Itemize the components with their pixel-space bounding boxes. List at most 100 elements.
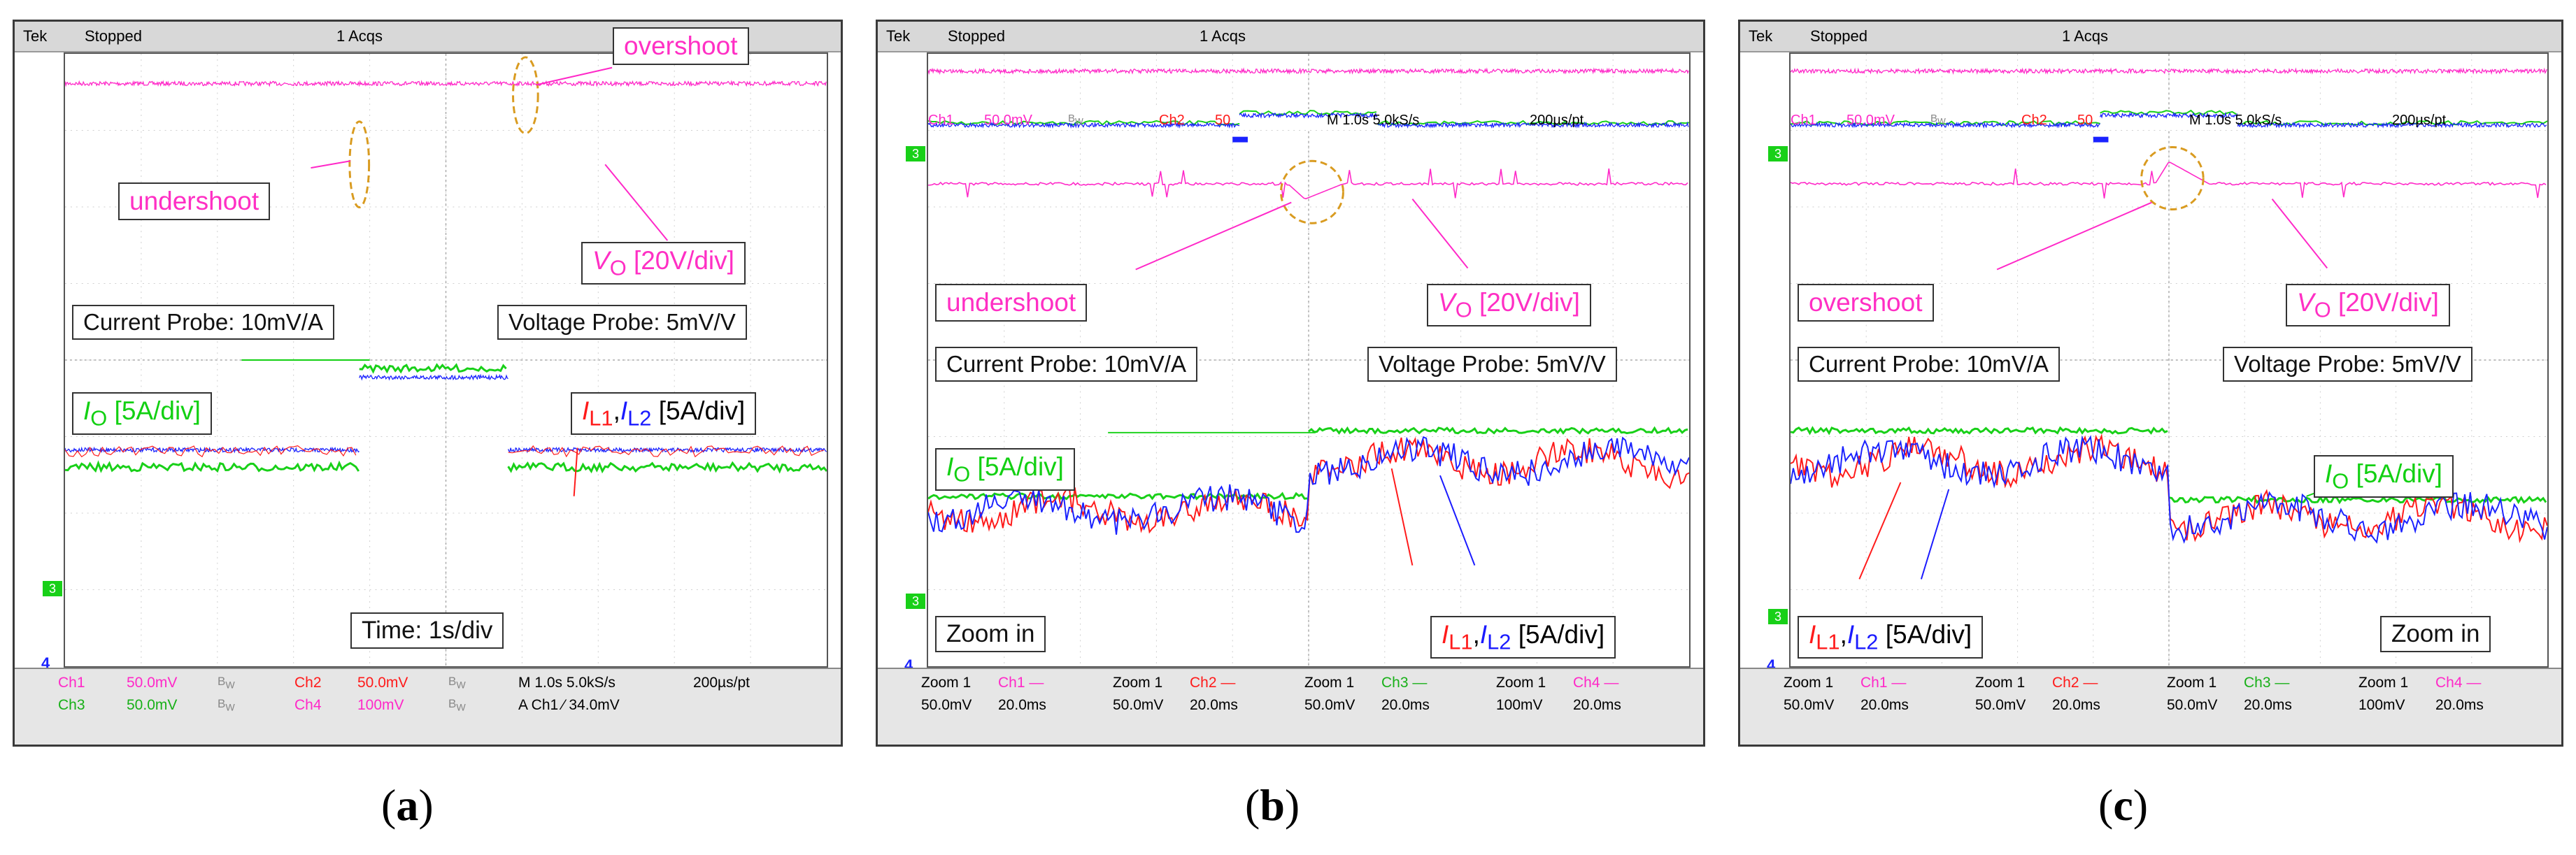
- scope-footer: Ch1 50.0mV BW Ch2 50.0mV BW M 1.0s 5.0kS…: [15, 668, 841, 745]
- footer-ch4-name: Ch4: [294, 697, 322, 713]
- overview-il2: [1377, 121, 1689, 129]
- footer-trigger: A Ch1 ∕ 34.0mV: [518, 697, 620, 713]
- zoom-footer-field: Ch4 —: [2435, 675, 2482, 691]
- mini-timebase: M 1.0s 5.0kS/s: [2189, 113, 2282, 128]
- undershoot-label: undershoot: [118, 182, 271, 220]
- il2-subscript: L2: [627, 405, 652, 431]
- footer-b-3: B: [218, 697, 226, 710]
- io-subscript: O: [90, 405, 108, 431]
- overview-vo: [1791, 67, 2547, 76]
- zoom-footer-field: 50.0mV: [2167, 697, 2218, 713]
- zoom-footer-field: Ch1 —: [998, 675, 1044, 691]
- mini-ch1: Ch1: [1791, 113, 1816, 128]
- undershoot-arrow: [311, 160, 351, 169]
- footer-ch2-name: Ch2: [294, 675, 322, 691]
- brand-label: Tek: [23, 27, 48, 45]
- zoom-footer-field: 100mV: [1496, 697, 1543, 713]
- il1-arrow: [1858, 482, 1902, 580]
- overview-il-high: [2100, 111, 2238, 119]
- overview-vo: [928, 67, 1689, 76]
- footer-bw-label-3: BW: [218, 697, 235, 713]
- footer-w-3: W: [225, 702, 235, 714]
- footer-ch4-scale: 100mV: [357, 697, 404, 713]
- acq-count: 1 Acqs: [1200, 27, 1246, 45]
- footer-record: 200µs/pt: [693, 675, 750, 691]
- scope-footer: Zoom 1 Ch1 — 50.0mV 20.0ms Zoom 1 Ch2 — 50.0mV…: [1740, 668, 2561, 745]
- io-label: IO [5A/div]: [935, 448, 1075, 491]
- acq-state: Stopped: [948, 27, 1005, 45]
- ch3-marker-zoom: 3: [1768, 609, 1788, 624]
- il2-zoom: [928, 436, 1689, 535]
- undershoot-label: undershoot: [935, 284, 1088, 322]
- footer-ch1-scale: 50.0mV: [127, 675, 178, 691]
- vo-symbol: V: [592, 246, 610, 275]
- scope-screen: [64, 52, 828, 668]
- il1-symbol: I: [582, 396, 590, 425]
- zoom-footer-field: Ch1 —: [1860, 675, 1907, 691]
- vo-arrow: [604, 164, 669, 241]
- zoom-footer-field: Zoom 1: [1975, 675, 2026, 691]
- footer-b-4: B: [448, 697, 457, 710]
- io-subscript: O: [2332, 468, 2349, 494]
- il-scale: [5A/div]: [1878, 620, 1972, 649]
- il-scale: [5A/div]: [651, 396, 746, 425]
- ch3-marker: 3: [43, 581, 62, 596]
- zoom-footer-field: Ch4 —: [1573, 675, 1619, 691]
- voltage-probe-label: Voltage Probe: 5mV/V: [497, 305, 747, 340]
- il2-symbol: I: [1479, 620, 1488, 649]
- il2-symbol: I: [620, 396, 628, 425]
- il-comma: ,: [1840, 620, 1847, 649]
- scope-header: Tek Stopped 1 Acqs: [1740, 22, 2561, 52]
- caption-c: (c): [2098, 780, 2149, 830]
- overview-io-low: [1791, 120, 2100, 127]
- vo-symbol: V: [1438, 288, 1456, 317]
- zoom-footer-field: 50.0mV: [1113, 697, 1164, 713]
- overview-il-high: [1239, 112, 1378, 120]
- vo-scale: [20V/div]: [626, 246, 734, 275]
- mini-b: B: [1068, 113, 1076, 124]
- acq-state: Stopped: [85, 27, 142, 45]
- waveform-plot: [928, 54, 1689, 666]
- zoom-footer-field: Zoom 1: [1113, 675, 1163, 691]
- vo-subscript: O: [1455, 297, 1472, 322]
- mini-ch2-scale: 50: [1215, 113, 1231, 128]
- footer-timebase: M 1.0s 5.0kS/s: [518, 675, 615, 691]
- brand-label: Tek: [1749, 27, 1773, 45]
- il-comma: ,: [1472, 620, 1480, 649]
- overview-il: [1791, 121, 2100, 129]
- acq-count: 1 Acqs: [2062, 27, 2109, 45]
- overview-bg: [1791, 109, 2547, 130]
- footer-bw-label: BW: [218, 675, 235, 691]
- il2-waveform-high: [359, 373, 508, 381]
- mini-readout: Ch1 50.0mV BW Ch2 50 M 1.0s 5.0kS/s 200µ…: [928, 113, 1693, 131]
- ch3-marker: 3: [906, 146, 925, 161]
- zoom-marker: [2093, 136, 2109, 143]
- mini-record: 200µs/pt: [1530, 113, 1584, 128]
- il1-waveform: [65, 445, 357, 458]
- mini-w: W: [1937, 117, 1946, 127]
- il-scale: [5A/div]: [1511, 620, 1605, 649]
- zoom-footer-field: 50.0mV: [1975, 697, 2026, 713]
- zoom-footer-field: Ch3 —: [1381, 675, 1428, 691]
- vo-label: VO [20V/div]: [2286, 284, 2450, 327]
- footer-b-2: B: [448, 675, 457, 688]
- footer-ch3-name: Ch3: [58, 697, 85, 713]
- vo-subscript: O: [2314, 297, 2331, 322]
- zoom-footer-field: Ch3 —: [2244, 675, 2290, 691]
- io-zoom-high: [1308, 426, 1688, 435]
- overshoot-label: overshoot: [1798, 284, 1934, 322]
- overview-il: [928, 121, 1240, 129]
- caption-c-letter: c: [2113, 780, 2133, 830]
- ch3-marker: 3: [1768, 146, 1788, 161]
- zoom-footer-field: 50.0mV: [1784, 697, 1835, 713]
- mini-ch2: Ch2: [2021, 113, 2047, 128]
- vo-arrow: [1411, 199, 1469, 269]
- footer-bw-label-4: BW: [448, 697, 466, 713]
- overview-io-high: [2100, 109, 2237, 115]
- mini-ch2: Ch2: [1159, 113, 1185, 128]
- il1-waveform-2: [508, 445, 825, 458]
- caption-b-letter: b: [1260, 780, 1285, 830]
- mini-ch1-scale: 50.0mV: [984, 113, 1032, 128]
- scope-panel-c: Tek Stopped 1 Acqs Ch1 50.0mV BW Ch2 50 …: [1738, 20, 2563, 747]
- current-probe-label: Current Probe: 10mV/A: [1798, 347, 2060, 382]
